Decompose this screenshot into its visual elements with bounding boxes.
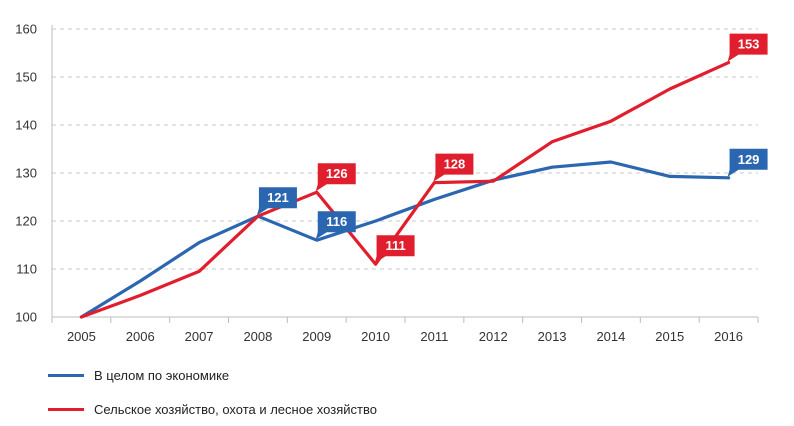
x-tick-label-2010: 2010	[361, 329, 390, 344]
data-label-0-2009: 116	[315, 211, 356, 240]
data-label-text: 111	[385, 238, 405, 253]
x-tick-label-2015: 2015	[655, 329, 684, 344]
x-tick-label-2005: 2005	[67, 329, 96, 344]
data-label-text: 129	[738, 152, 760, 167]
series-line-1	[79, 60, 731, 319]
data-label-box	[315, 211, 356, 240]
data-label-1-2009: 126	[315, 163, 356, 192]
line-chart: 100 110 120 130 140 150 160 2005 2006 2007 2008 200…	[15, 22, 768, 344]
x-tick-label-2006: 2006	[126, 329, 155, 344]
x-tick-label-2011: 2011	[420, 329, 448, 344]
series-line-0	[79, 160, 731, 319]
data-label-box	[727, 148, 768, 177]
y-tick-label-100: 100	[15, 310, 37, 325]
legend-label-economy: В целом по экономике	[94, 368, 230, 383]
data-label-text: 121	[267, 190, 289, 205]
data-label-text: 128	[444, 157, 466, 172]
y-tick-label-120: 120	[15, 214, 37, 229]
data-label-1-2010: 111	[374, 235, 415, 264]
legend-swatch-economy	[48, 374, 84, 377]
x-tick-label-2007: 2007	[185, 329, 214, 344]
series-lines	[79, 60, 731, 319]
data-label-box	[315, 163, 356, 192]
data-label-0-2008: 121	[256, 187, 297, 216]
legend-label-agriculture: Сельское хозяйство, охота и лесное хозяй…	[94, 402, 377, 417]
data-label-0-2016: 129	[727, 148, 768, 177]
data-label-box	[727, 33, 768, 62]
data-label-box	[256, 187, 297, 216]
data-label-text: 153	[738, 37, 760, 52]
x-tick-label-2013: 2013	[538, 329, 567, 344]
legend-item-economy: В целом по экономике	[48, 368, 229, 383]
y-tick-label-150: 150	[15, 70, 37, 85]
x-tick-label-2014: 2014	[596, 329, 625, 344]
axes: 100 110 120 130 140 150 160 2005 2006 2007 2008 200…	[15, 22, 759, 344]
data-label-box	[433, 153, 474, 182]
data-label-1-2011: 128	[433, 153, 474, 182]
x-tick-label-2012: 2012	[479, 329, 508, 344]
data-labels: 121 116 129 126 111 128 153	[256, 33, 768, 264]
data-label-text: 116	[326, 214, 347, 229]
y-tick-label-160: 160	[15, 22, 37, 37]
data-label-text: 126	[326, 166, 348, 181]
x-tick-label-2009: 2009	[302, 329, 331, 344]
x-tick-label-2016: 2016	[714, 329, 743, 344]
data-label-1-2016: 153	[727, 33, 768, 62]
y-tick-label-110: 110	[16, 262, 37, 277]
y-tick-label-140: 140	[15, 118, 37, 133]
y-tick-label-130: 130	[15, 166, 37, 181]
legend-swatch-agriculture	[48, 408, 84, 411]
data-label-box	[374, 235, 415, 264]
x-tick-label-2008: 2008	[243, 329, 272, 344]
gridlines	[52, 28, 758, 270]
legend-item-agriculture: Сельское хозяйство, охота и лесное хозяй…	[48, 402, 377, 417]
